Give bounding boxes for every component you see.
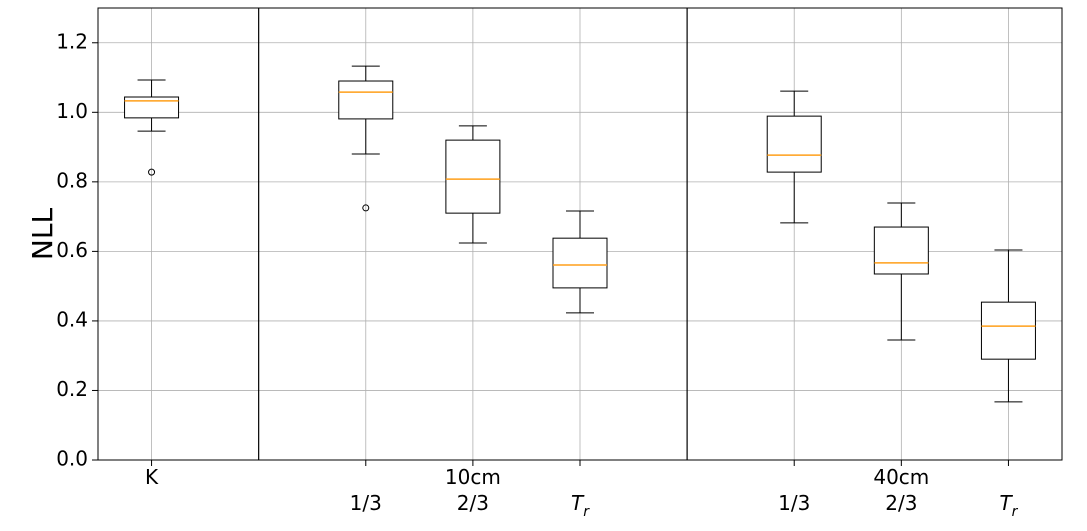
box [338, 80, 394, 120]
flier [148, 168, 156, 176]
flier [362, 204, 370, 212]
y-tick-label: 0.6 [56, 238, 88, 262]
y-tick-label: 0.2 [56, 377, 88, 401]
x-tick-label: 1/3 [778, 491, 810, 515]
box [445, 139, 501, 214]
x-tick-label: 1/3 [350, 491, 382, 515]
x-tick-label: Tr [999, 491, 1018, 520]
y-tick-label: 1.2 [56, 29, 88, 53]
group-label: 10cm [445, 465, 501, 489]
y-axis-label: NLL [26, 208, 59, 261]
x-tick-label: 2/3 [885, 491, 917, 515]
plot-frame [97, 7, 1063, 461]
y-tick-label: 1.0 [56, 99, 88, 123]
box [980, 301, 1036, 360]
y-tick-label: 0.4 [56, 307, 88, 331]
x-tick-label: Tr [571, 491, 590, 520]
y-tick-label: 0.0 [56, 447, 88, 471]
box [124, 96, 180, 119]
x-tick-label: K [145, 465, 159, 489]
box [552, 237, 608, 289]
x-tick-label: 2/3 [457, 491, 489, 515]
y-tick-label: 0.8 [56, 168, 88, 192]
box [766, 115, 822, 173]
group-label: 40cm [873, 465, 929, 489]
box [873, 226, 929, 275]
